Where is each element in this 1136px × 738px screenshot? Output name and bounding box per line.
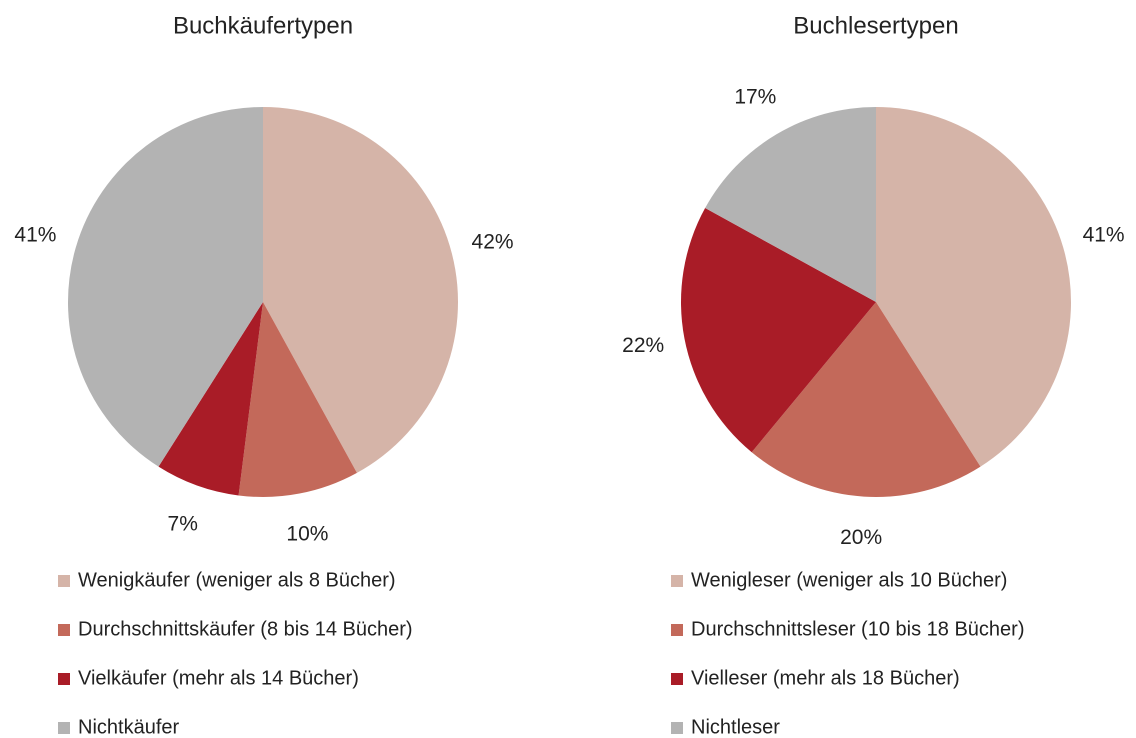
- data-label: 41%: [14, 223, 56, 246]
- chart-title: Buchkäufertypen: [173, 12, 353, 39]
- data-label: 7%: [168, 513, 198, 536]
- legend-label: Durchschnittskäufer (8 bis 14 Bücher): [78, 618, 413, 640]
- pie-slice: [263, 107, 459, 473]
- legend-label: Nichtkäufer: [78, 716, 179, 738]
- legend-swatch: [671, 624, 683, 636]
- pie-slice: [158, 302, 263, 496]
- data-label: 41%: [1083, 223, 1125, 246]
- pie-slice: [751, 302, 981, 497]
- data-label: 20%: [840, 526, 882, 549]
- legend-swatch: [671, 575, 683, 587]
- data-label: 42%: [472, 231, 514, 254]
- pie-slice: [876, 107, 1071, 467]
- legend-swatch: [58, 575, 70, 587]
- legend-swatch: [58, 624, 70, 636]
- chart-title: Buchlesertypen: [793, 12, 958, 39]
- pie-slice: [68, 107, 263, 467]
- legend-swatch: [58, 673, 70, 685]
- legend-label: Nichtleser: [691, 716, 780, 738]
- legend-swatch: [58, 722, 70, 734]
- legend-swatch: [671, 673, 683, 685]
- pie-slice: [681, 208, 876, 453]
- legend-label: Durchschnittsleser (10 bis 18 Bücher): [691, 618, 1024, 640]
- legend-label: Vielleser (mehr als 18 Bücher): [691, 667, 960, 689]
- data-label: 10%: [286, 522, 328, 545]
- legend-label: Wenigleser (weniger als 10 Bücher): [691, 569, 1007, 591]
- pie-slice: [705, 107, 876, 302]
- data-label: 17%: [734, 86, 776, 109]
- data-label: 22%: [622, 334, 664, 357]
- legend-swatch: [671, 722, 683, 734]
- legend-label: Wenigkäufer (weniger als 8 Bücher): [78, 569, 396, 591]
- pie-slice: [238, 302, 357, 497]
- legend-label: Vielkäufer (mehr als 14 Bücher): [78, 667, 359, 689]
